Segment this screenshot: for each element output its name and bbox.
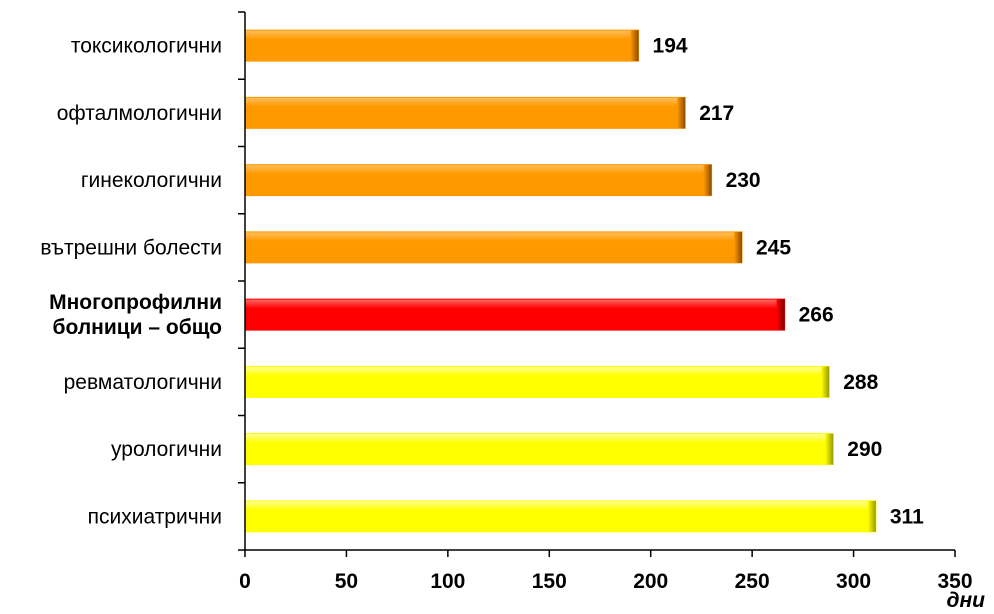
- x-tick-label: 350: [937, 570, 972, 593]
- category-label-line: офталмологични: [57, 102, 222, 125]
- category-label-line: токсикологични: [71, 35, 222, 58]
- bar-8: [244, 500, 877, 533]
- bar-3: [244, 164, 713, 197]
- category-label-line: урологични: [111, 438, 222, 461]
- bars-layer: [244, 29, 877, 533]
- bar-value-label: 245: [756, 236, 791, 259]
- bar-end-cap: [630, 30, 639, 62]
- x-axis-unit-label: дни: [947, 589, 986, 612]
- bar-4: [244, 231, 743, 264]
- category-label-line: болници – общо: [53, 316, 222, 339]
- bar-value-label: 217: [699, 102, 734, 125]
- bar-value-label: 266: [799, 304, 834, 327]
- x-tick-label: 150: [532, 570, 567, 593]
- bar-6: [244, 365, 830, 398]
- x-tick-label: 0: [239, 570, 251, 593]
- labels-layer: 194 токсикологични 217 офталмологични 230 гин…: [40, 35, 985, 612]
- category-label: ревматологични: [64, 371, 222, 394]
- category-label: урологични: [111, 438, 222, 461]
- bar-end-cap: [776, 299, 785, 331]
- axes-layer: [238, 11, 956, 557]
- bar-end-cap: [867, 500, 876, 532]
- category-label: Многопрофилни болници – общо: [49, 291, 222, 339]
- category-label-line: ревматологични: [64, 371, 222, 394]
- category-label: офталмологични: [57, 102, 222, 125]
- category-label-line: вътрешни болести: [40, 236, 222, 259]
- x-tick-label: 250: [735, 570, 770, 593]
- bar-1: [244, 29, 640, 62]
- category-label: психиатрични: [88, 505, 222, 528]
- category-label: токсикологични: [71, 35, 222, 58]
- bar-end-cap: [703, 164, 712, 196]
- bar-end-cap: [677, 97, 686, 129]
- bar-5: [244, 298, 786, 331]
- bar-end-cap: [734, 231, 742, 263]
- bar-7: [244, 433, 834, 466]
- category-label-line: психиатрични: [88, 505, 222, 528]
- category-label-line: гинекологични: [81, 169, 222, 192]
- category-label: гинекологични: [81, 169, 222, 192]
- x-tick-label: 200: [633, 570, 668, 593]
- bar-value-label: 230: [726, 169, 761, 192]
- bar-end-cap: [825, 433, 834, 465]
- bar-end-cap: [821, 366, 830, 398]
- category-label-line: Многопрофилни: [49, 291, 222, 314]
- bar-value-label: 194: [653, 35, 688, 58]
- x-tick-label: 300: [836, 570, 871, 593]
- bar-value-label: 288: [843, 371, 878, 394]
- bar-2: [244, 96, 686, 129]
- category-label: вътрешни болести: [40, 236, 222, 259]
- x-tick-label: 100: [430, 570, 465, 593]
- bar-value-label: 290: [847, 438, 882, 461]
- bar-value-label: 311: [890, 505, 924, 528]
- x-tick-label: 50: [335, 570, 358, 593]
